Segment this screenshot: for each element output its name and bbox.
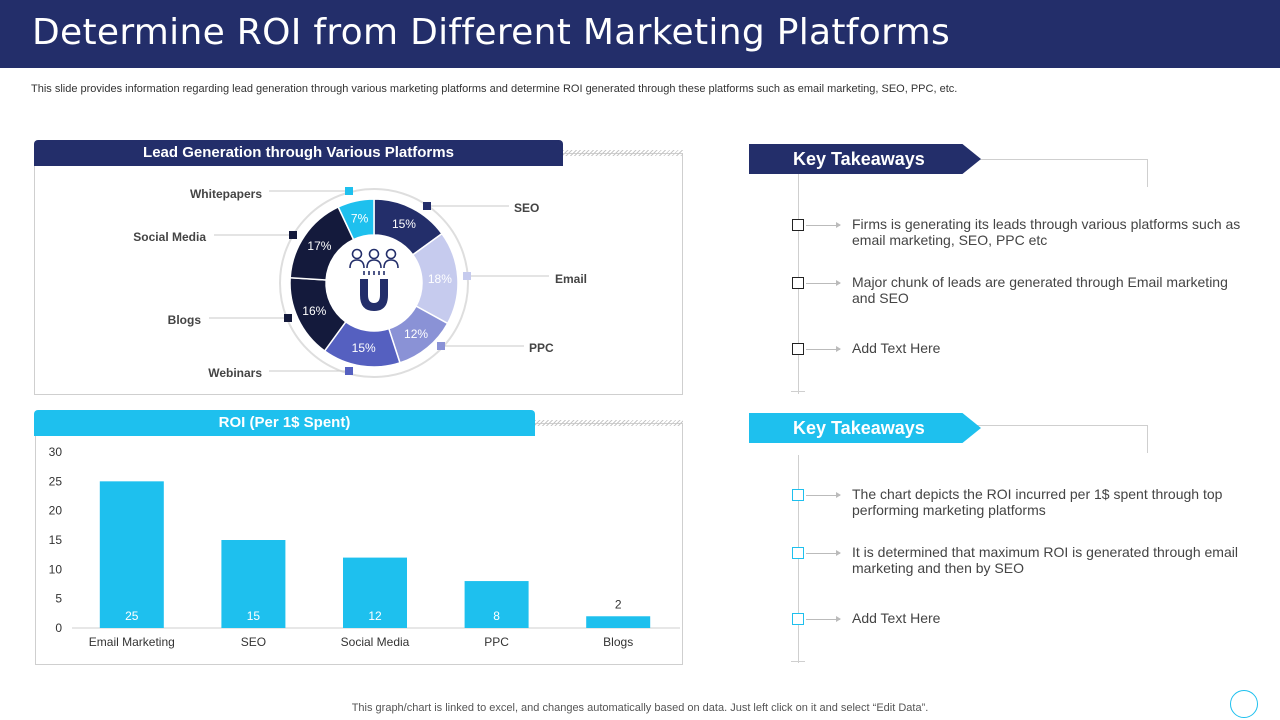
lead-donut-chart[interactable]: 15% 18% 12% 15% 16% 17% 7% SEO Email PPC Webinars B… (34, 153, 683, 395)
y-tick-label: 10 (49, 562, 63, 576)
slice-category-label: Social Media (133, 230, 206, 244)
bar-value-label: 8 (493, 609, 500, 623)
arrow-right-icon (806, 346, 841, 352)
takeaway-text: Add Text Here (852, 340, 941, 356)
takeaway-text: Firms is generating its leads through va… (852, 216, 1241, 248)
footer-note: This graph/chart is linked to excel, and… (351, 702, 929, 714)
arrow-right-icon (806, 492, 841, 498)
y-tick-label: 20 (49, 504, 63, 518)
callout-marker (289, 231, 297, 239)
bar-value-label: 25 (125, 609, 139, 623)
circle-button[interactable] (1230, 690, 1258, 718)
slice-category-label: Blogs (168, 313, 202, 327)
takeaways-2-line-end (791, 661, 805, 662)
roi-bar[interactable] (99, 481, 164, 628)
callout-marker (345, 187, 353, 195)
slice-value-label: 7% (351, 212, 369, 226)
takeaways-1-title: Key Takeaways (749, 144, 981, 174)
y-tick-label: 30 (49, 445, 63, 459)
callout-marker (423, 202, 431, 210)
page-subtitle: This slide provides information regardin… (31, 83, 958, 95)
takeaways-2-title: Key Takeaways (749, 413, 981, 443)
magnet-people-icon (349, 248, 399, 275)
slice-value-label: 17% (307, 239, 331, 253)
roi-panel-title: ROI (Per 1$ Spent) (34, 410, 535, 436)
takeaway-text: It is determined that maximum ROI is gen… (852, 544, 1238, 576)
roi-bar[interactable] (343, 557, 407, 628)
y-tick-label: 25 (49, 474, 63, 488)
slice-category-label: Email (555, 272, 587, 286)
x-tick-label: Social Media (341, 635, 410, 649)
slice-value-label: 12% (404, 327, 428, 341)
donut-slice[interactable] (337, 198, 375, 241)
takeaways-1-line-end (791, 391, 805, 392)
bar-value-label: 12 (368, 609, 382, 623)
roi-bar[interactable] (221, 540, 286, 628)
checkbox-icon[interactable] (792, 613, 804, 625)
slice-category-label: Webinars (208, 366, 262, 380)
roi-panel-hatch (535, 420, 683, 426)
checkbox-icon[interactable] (792, 277, 804, 289)
checkbox-icon[interactable] (792, 489, 804, 501)
slice-category-label: SEO (514, 201, 539, 215)
magnet-icon (360, 279, 388, 311)
y-tick-label: 0 (55, 621, 62, 635)
slice-value-label: 15% (352, 341, 376, 355)
slice-value-label: 16% (302, 304, 326, 318)
x-tick-label: Email Marketing (89, 635, 175, 649)
arrow-right-icon (806, 280, 841, 286)
y-tick-label: 15 (49, 533, 63, 547)
lead-panel-title: Lead Generation through Various Platform… (34, 140, 563, 166)
bar-value-label: 15 (247, 609, 261, 623)
checkbox-icon[interactable] (792, 343, 804, 355)
arrow-right-icon (806, 550, 841, 556)
header-bar: Determine ROI from Different Marketing P… (0, 0, 1280, 68)
x-tick-label: PPC (484, 635, 509, 649)
x-tick-label: SEO (241, 635, 266, 649)
slice-value-label: 15% (392, 217, 416, 231)
takeaways-1-frame (960, 159, 1148, 187)
y-tick-label: 5 (55, 592, 62, 606)
callout-marker (284, 314, 292, 322)
arrow-right-icon (806, 222, 841, 228)
x-tick-label: Blogs (603, 635, 633, 649)
bar-value-label: 2 (615, 597, 622, 611)
checkbox-icon[interactable] (792, 219, 804, 231)
lead-panel-hatch (563, 150, 683, 156)
slice-value-label: 18% (428, 272, 452, 286)
checkbox-icon[interactable] (792, 547, 804, 559)
slice-category-label: PPC (529, 341, 554, 355)
takeaway-text: Major chunk of leads are generated throu… (852, 274, 1228, 306)
roi-bar-chart[interactable]: 0 5 10 15 20 25 30 25 Email Marketing 15 SEO 12 Soci… (35, 423, 683, 665)
callout-marker (345, 367, 353, 375)
callout-marker (437, 342, 445, 350)
slice-category-label: Whitepapers (190, 187, 262, 201)
callout-marker (463, 272, 471, 280)
page-title: Determine ROI from Different Marketing P… (32, 12, 951, 53)
takeaways-2-line (798, 455, 799, 663)
takeaways-2-frame (960, 425, 1148, 453)
takeaway-text: The chart depicts the ROI incurred per 1… (852, 486, 1223, 518)
takeaway-text: Add Text Here (852, 610, 941, 626)
roi-bar[interactable] (586, 616, 651, 628)
arrow-right-icon (806, 616, 841, 622)
roi-bar[interactable] (464, 581, 529, 628)
